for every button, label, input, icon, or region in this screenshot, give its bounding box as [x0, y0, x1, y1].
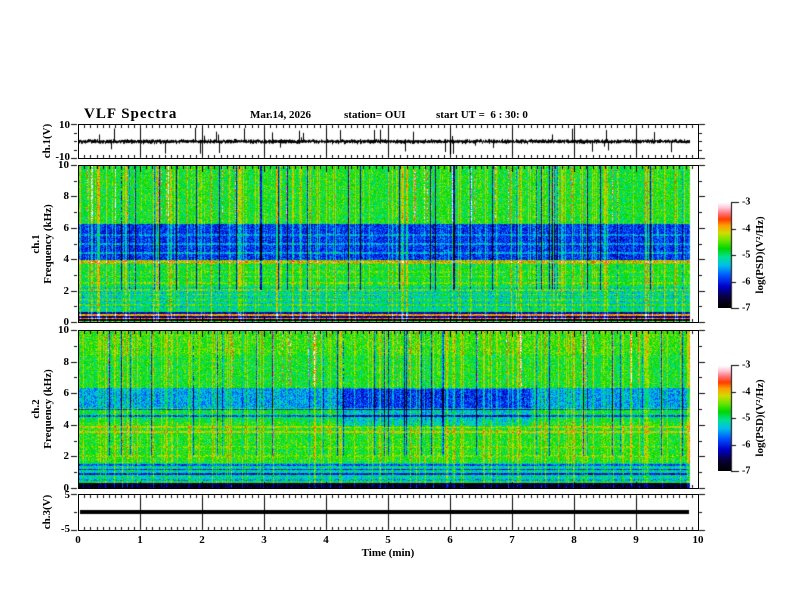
time-xtick: 2 — [199, 534, 205, 546]
ch2-spec-axis-label-line1: ch.2 — [30, 399, 42, 419]
colorbar-1-label: log(PSD)(V²/Hz) — [754, 216, 766, 294]
spec1-ytick: 10 — [58, 159, 69, 171]
colorbar-2-tick: -3 — [742, 359, 751, 371]
header-start-ut: start UT = 6 : 30: 0 — [436, 109, 528, 121]
time-xtick: 6 — [447, 534, 453, 546]
spec1-ytick: 4 — [63, 253, 70, 266]
time-xtick: 1 — [137, 534, 143, 546]
ch3-ytick: -5 — [60, 523, 70, 535]
ch1-wave-ytick: 10 — [59, 119, 70, 131]
ch1-spec-axis-label-line2: Frequency (kHz) — [42, 204, 54, 284]
header-date: Mar.14, 2026 — [250, 109, 312, 121]
spec2-ytick: 10 — [58, 324, 69, 336]
colorbar-2-tick: -6 — [742, 439, 751, 450]
colorbar-2-tick: -4 — [742, 386, 751, 397]
time-xtick: 10 — [692, 534, 704, 546]
time-axis-label: Time (min) — [361, 547, 415, 559]
time-xtick: 7 — [509, 534, 515, 546]
colorbar-1-tick: -3 — [742, 196, 751, 208]
time-xtick: 5 — [385, 534, 391, 546]
colorbar-1-tick: -7 — [742, 302, 751, 314]
ch1-waveform-canvas — [79, 125, 698, 158]
spec1-ytick: 2 — [63, 284, 70, 297]
spec2-ytick: 4 — [63, 418, 70, 431]
ch1-spec-axis-label-line1: ch.1 — [30, 234, 42, 254]
time-xtick: 8 — [571, 534, 577, 546]
ch1-wave-axis-label: ch.1(V) — [41, 123, 53, 159]
ch3-wave-axis-label: ch.3(V) — [41, 494, 53, 530]
ch1-spec-axis-label: ch.1 Frequency (kHz) — [30, 204, 54, 284]
spec1-ytick: 6 — [63, 221, 70, 234]
spec2-ytick: 6 — [63, 387, 70, 400]
colorbar-1-tick: -5 — [742, 249, 751, 261]
time-xtick: 0 — [75, 534, 81, 546]
ch2-spectrogram-canvas — [79, 331, 698, 488]
spec1-ytick: 8 — [63, 190, 70, 203]
header-station: station= OUI — [344, 109, 406, 121]
colorbar-1-gradient — [718, 202, 731, 308]
time-xtick: 4 — [323, 534, 329, 546]
colorbar-2-tick: -5 — [742, 412, 751, 424]
colorbar-2-label: log(PSD)(V²/Hz) — [754, 379, 766, 457]
colorbar-2-tick: -7 — [742, 465, 751, 477]
ch3-ytick: 5 — [64, 489, 71, 501]
colorbar-2-gradient — [718, 365, 731, 471]
ch3-waveform-canvas — [79, 495, 698, 530]
page-title: VLF Spectra — [84, 106, 178, 122]
time-xtick: 9 — [633, 534, 639, 546]
colorbar-1-tick: -6 — [742, 276, 751, 287]
ch1-spectrogram-canvas — [79, 166, 698, 322]
colorbar-1-tick: -4 — [742, 223, 751, 234]
spec2-ytick: 8 — [63, 355, 70, 368]
spec2-ytick: 2 — [63, 450, 70, 463]
time-xtick: 3 — [261, 534, 267, 546]
ch2-spec-axis-label-line2: Frequency (kHz) — [42, 369, 54, 449]
ch2-spec-axis-label: ch.2 Frequency (kHz) — [30, 369, 54, 449]
